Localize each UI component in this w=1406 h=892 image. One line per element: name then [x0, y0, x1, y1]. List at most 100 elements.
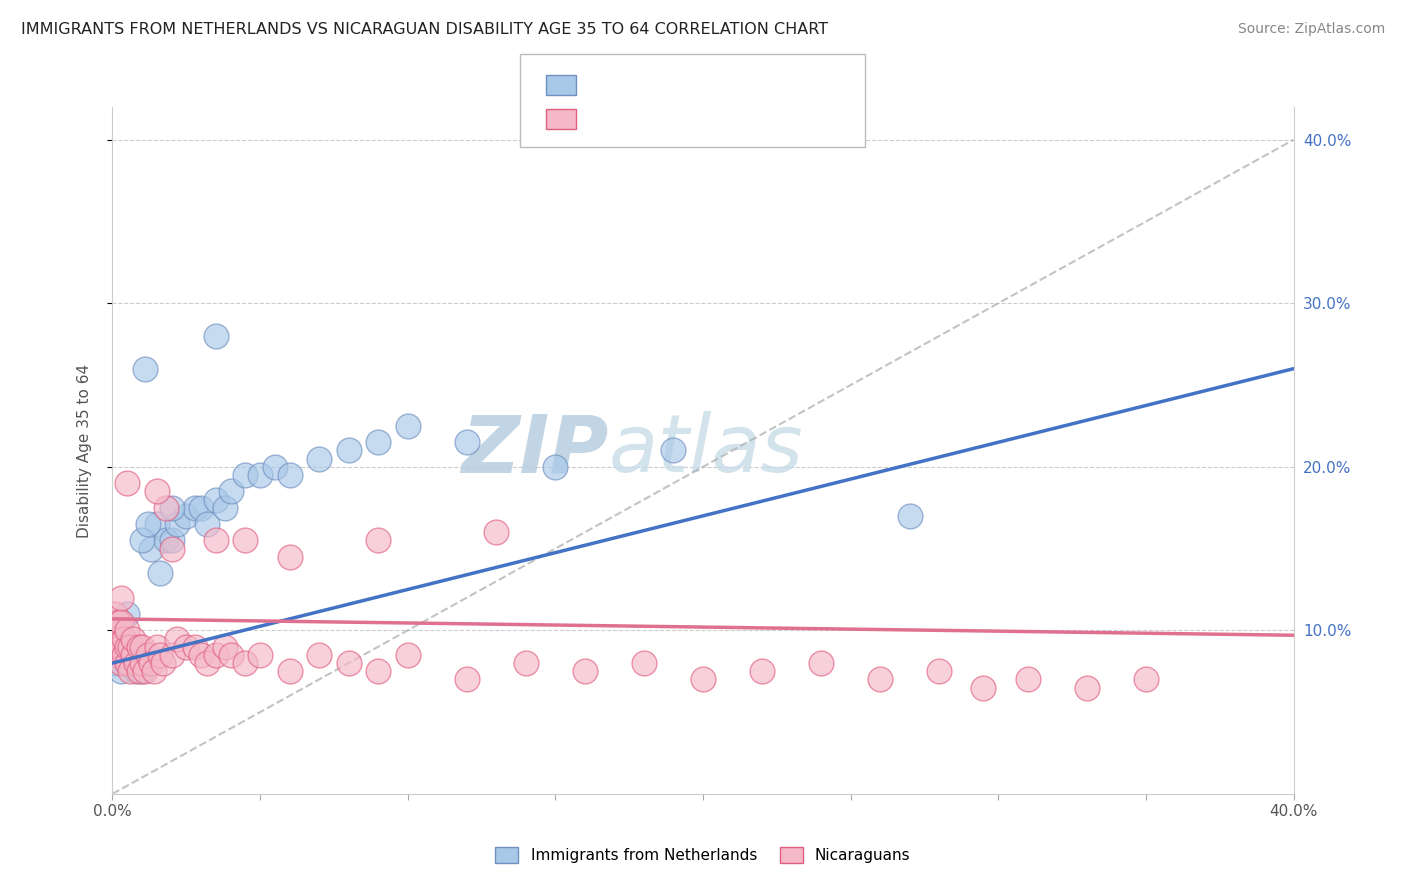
Point: [515, 656, 537, 670]
Point: [122, 648, 145, 662]
Point: [128, 640, 150, 654]
Point: [110, 615, 132, 630]
Point: [973, 681, 995, 695]
Point: [107, 632, 129, 646]
Point: [278, 549, 301, 564]
Point: [136, 648, 159, 662]
Point: [110, 591, 132, 605]
Point: [233, 533, 256, 548]
Point: [869, 673, 891, 687]
Point: [104, 632, 127, 646]
Point: [110, 656, 132, 670]
Point: [190, 500, 212, 515]
Point: [155, 533, 177, 548]
Point: [190, 648, 212, 662]
Point: [692, 673, 714, 687]
Point: [112, 648, 135, 662]
Point: [662, 443, 685, 458]
Point: [195, 516, 218, 531]
Point: [155, 500, 177, 515]
Text: R = -0.029   N = 69: R = -0.029 N = 69: [588, 111, 765, 128]
Point: [110, 615, 132, 630]
Point: [120, 648, 142, 662]
Point: [219, 648, 242, 662]
Point: [544, 459, 567, 474]
Point: [396, 648, 419, 662]
Point: [219, 484, 242, 499]
Point: [337, 443, 360, 458]
Y-axis label: Disability Age 35 to 64: Disability Age 35 to 64: [77, 363, 91, 538]
Point: [128, 648, 150, 662]
Point: [456, 435, 478, 450]
Point: [134, 361, 156, 376]
Point: [117, 624, 138, 638]
Point: [205, 492, 228, 507]
Point: [264, 459, 287, 474]
Point: [278, 467, 301, 482]
Point: [131, 640, 153, 654]
Point: [112, 632, 135, 646]
Text: IMMIGRANTS FROM NETHERLANDS VS NICARAGUAN DISABILITY AGE 35 TO 64 CORRELATION CH: IMMIGRANTS FROM NETHERLANDS VS NICARAGUA…: [21, 22, 828, 37]
Point: [278, 664, 301, 679]
Point: [104, 624, 127, 638]
Text: ZIP: ZIP: [461, 411, 609, 490]
Point: [146, 640, 169, 654]
Point: [184, 640, 207, 654]
Point: [117, 607, 138, 621]
Point: [146, 516, 169, 531]
Point: [233, 467, 256, 482]
Point: [166, 632, 188, 646]
Point: [1017, 673, 1039, 687]
Point: [214, 500, 236, 515]
Point: [308, 451, 330, 466]
Point: [149, 648, 172, 662]
Point: [367, 533, 389, 548]
Point: [125, 664, 148, 679]
Point: [117, 656, 138, 670]
Point: [1135, 673, 1157, 687]
Point: [146, 484, 169, 499]
Point: [928, 664, 950, 679]
Point: [131, 664, 153, 679]
Point: [149, 566, 172, 580]
Point: [898, 508, 921, 523]
Point: [174, 640, 197, 654]
Point: [122, 632, 145, 646]
Point: [205, 329, 228, 343]
Point: [128, 664, 150, 679]
Point: [214, 640, 236, 654]
Text: Source: ZipAtlas.com: Source: ZipAtlas.com: [1237, 22, 1385, 37]
Point: [110, 640, 132, 654]
Point: [139, 656, 162, 670]
Point: [117, 656, 138, 670]
Point: [134, 664, 156, 679]
Point: [574, 664, 596, 679]
Point: [112, 648, 135, 662]
Point: [136, 516, 159, 531]
Point: [396, 418, 419, 433]
Point: [107, 624, 129, 638]
Point: [120, 664, 142, 679]
Point: [751, 664, 773, 679]
Point: [308, 648, 330, 662]
Point: [166, 516, 188, 531]
Point: [367, 664, 389, 679]
Point: [131, 533, 153, 548]
Text: atlas: atlas: [609, 411, 803, 490]
Point: [337, 656, 360, 670]
Point: [160, 541, 183, 556]
Point: [205, 648, 228, 662]
Point: [122, 640, 145, 654]
Point: [104, 656, 127, 670]
Point: [205, 533, 228, 548]
Point: [184, 500, 207, 515]
Point: [195, 656, 218, 670]
Point: [160, 648, 183, 662]
Point: [142, 664, 165, 679]
Point: [1076, 681, 1098, 695]
Point: [112, 632, 135, 646]
Point: [456, 673, 478, 687]
Point: [174, 508, 197, 523]
Point: [160, 533, 183, 548]
Point: [249, 648, 271, 662]
